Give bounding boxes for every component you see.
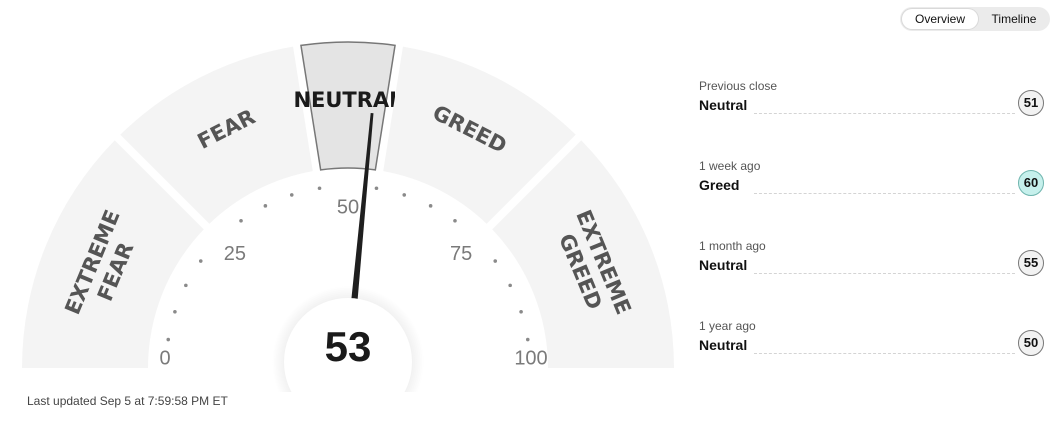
scale-tick-dot [374, 186, 379, 191]
scale-tick-dot [519, 309, 523, 314]
scale-tick-dot [239, 218, 243, 223]
zone-fear [120, 46, 313, 224]
scale-label: 50 [337, 196, 359, 218]
history-label: Neutral [699, 337, 748, 353]
zone-neutral [300, 41, 396, 171]
scale-tick-dot [198, 259, 203, 263]
history-value-badge: 50 [1018, 330, 1044, 356]
scale-tick-dot [184, 283, 188, 288]
leader-line [754, 273, 1015, 274]
scale-tick-dot [453, 218, 457, 223]
history-item-1-month-ago: 1 month ago Neutral 55 [699, 239, 1049, 287]
history-item-1-year-ago: 1 year ago Neutral 50 [699, 319, 1049, 367]
history-value-badge: 51 [1018, 90, 1044, 116]
history-value-badge: 60 [1018, 170, 1044, 196]
scale-tick-dot [289, 193, 294, 197]
scale-tick-dot [493, 259, 498, 263]
zone-extreme-fear [22, 140, 204, 368]
scale-tick-dot [508, 283, 512, 288]
scale-tick-dot [166, 337, 171, 342]
scale-label: 75 [450, 243, 472, 265]
leader-line [754, 353, 1015, 354]
leader-line [754, 193, 1015, 194]
scale-label: 25 [224, 243, 246, 265]
scale-label: 0 [159, 347, 170, 369]
tab-timeline[interactable]: Timeline [991, 12, 1037, 26]
history-period: 1 week ago [699, 159, 761, 173]
history-period: Previous close [699, 79, 778, 93]
view-toggle: Overview Timeline [900, 7, 1050, 31]
gauge-needle [350, 113, 374, 307]
history-label: Neutral [699, 97, 748, 113]
history-item-previous-close: Previous close Neutral 51 [699, 79, 1049, 127]
scale-tick-dot [402, 193, 407, 197]
history-item-1-week-ago: 1 week ago Greed 60 [699, 159, 1049, 207]
zone-label: NEUTRAL [293, 88, 402, 112]
history-value-badge: 55 [1018, 250, 1044, 276]
zone-greed [383, 46, 576, 224]
gauge-hub [284, 298, 412, 392]
fear-greed-gauge: EXTREMEFEARFEARNEUTRALGREEDEXTREMEGREED0… [22, 41, 674, 392]
scale-tick-dot [317, 186, 322, 191]
history-label: Neutral [699, 257, 748, 273]
scale-tick-dot [428, 204, 433, 208]
gauge-value: 53 [325, 323, 372, 370]
zone-extreme-greed [492, 140, 674, 368]
tab-overview[interactable]: Overview [902, 9, 978, 29]
scale-tick-dot [263, 204, 268, 208]
history-period: 1 year ago [699, 319, 756, 333]
scale-tick-dot [525, 337, 530, 342]
scale-label: 100 [514, 347, 547, 369]
history-label: Greed [699, 177, 740, 193]
last-updated-text: Last updated Sep 5 at 7:59:58 PM ET [27, 394, 228, 408]
scale-tick-dot [173, 309, 177, 314]
history-period: 1 month ago [699, 239, 766, 253]
leader-line [754, 113, 1015, 114]
